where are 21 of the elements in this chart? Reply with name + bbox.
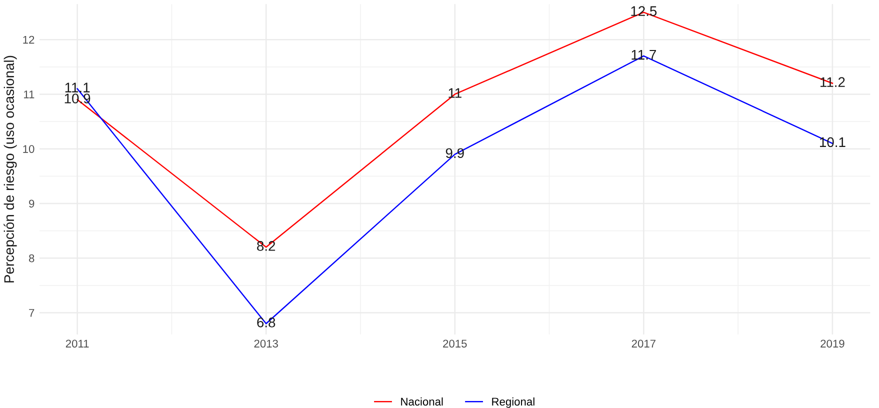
data-label: 8.2 <box>257 241 276 251</box>
x-tick-label: 2017 <box>632 340 656 348</box>
y-tick-label: 12 <box>23 36 34 44</box>
legend-label: Regional <box>492 397 534 408</box>
y-tick-label: 11 <box>24 90 34 98</box>
data-label: 11.7 <box>632 50 656 60</box>
y-tick-label: 7 <box>29 309 34 317</box>
y-tick-label: 9 <box>29 200 34 208</box>
x-tick-label: 2015 <box>443 340 467 348</box>
y-tick-label: 10 <box>23 145 34 153</box>
x-tick-label: 2011 <box>66 340 89 348</box>
data-label: 11.2 <box>820 77 845 87</box>
x-tick-label: 2013 <box>254 340 278 348</box>
data-label: 6.8 <box>257 318 276 328</box>
data-label: 11.1 <box>65 82 90 92</box>
x-tick-label: 2019 <box>820 340 844 348</box>
data-label: 12.5 <box>631 6 657 16</box>
data-label: 10.1 <box>820 137 846 148</box>
legend-label: Nacional <box>401 397 443 406</box>
y-axis-title: Percepción de riesgo (uso ocasional) <box>4 56 17 282</box>
y-tick-label: 8 <box>29 254 34 262</box>
